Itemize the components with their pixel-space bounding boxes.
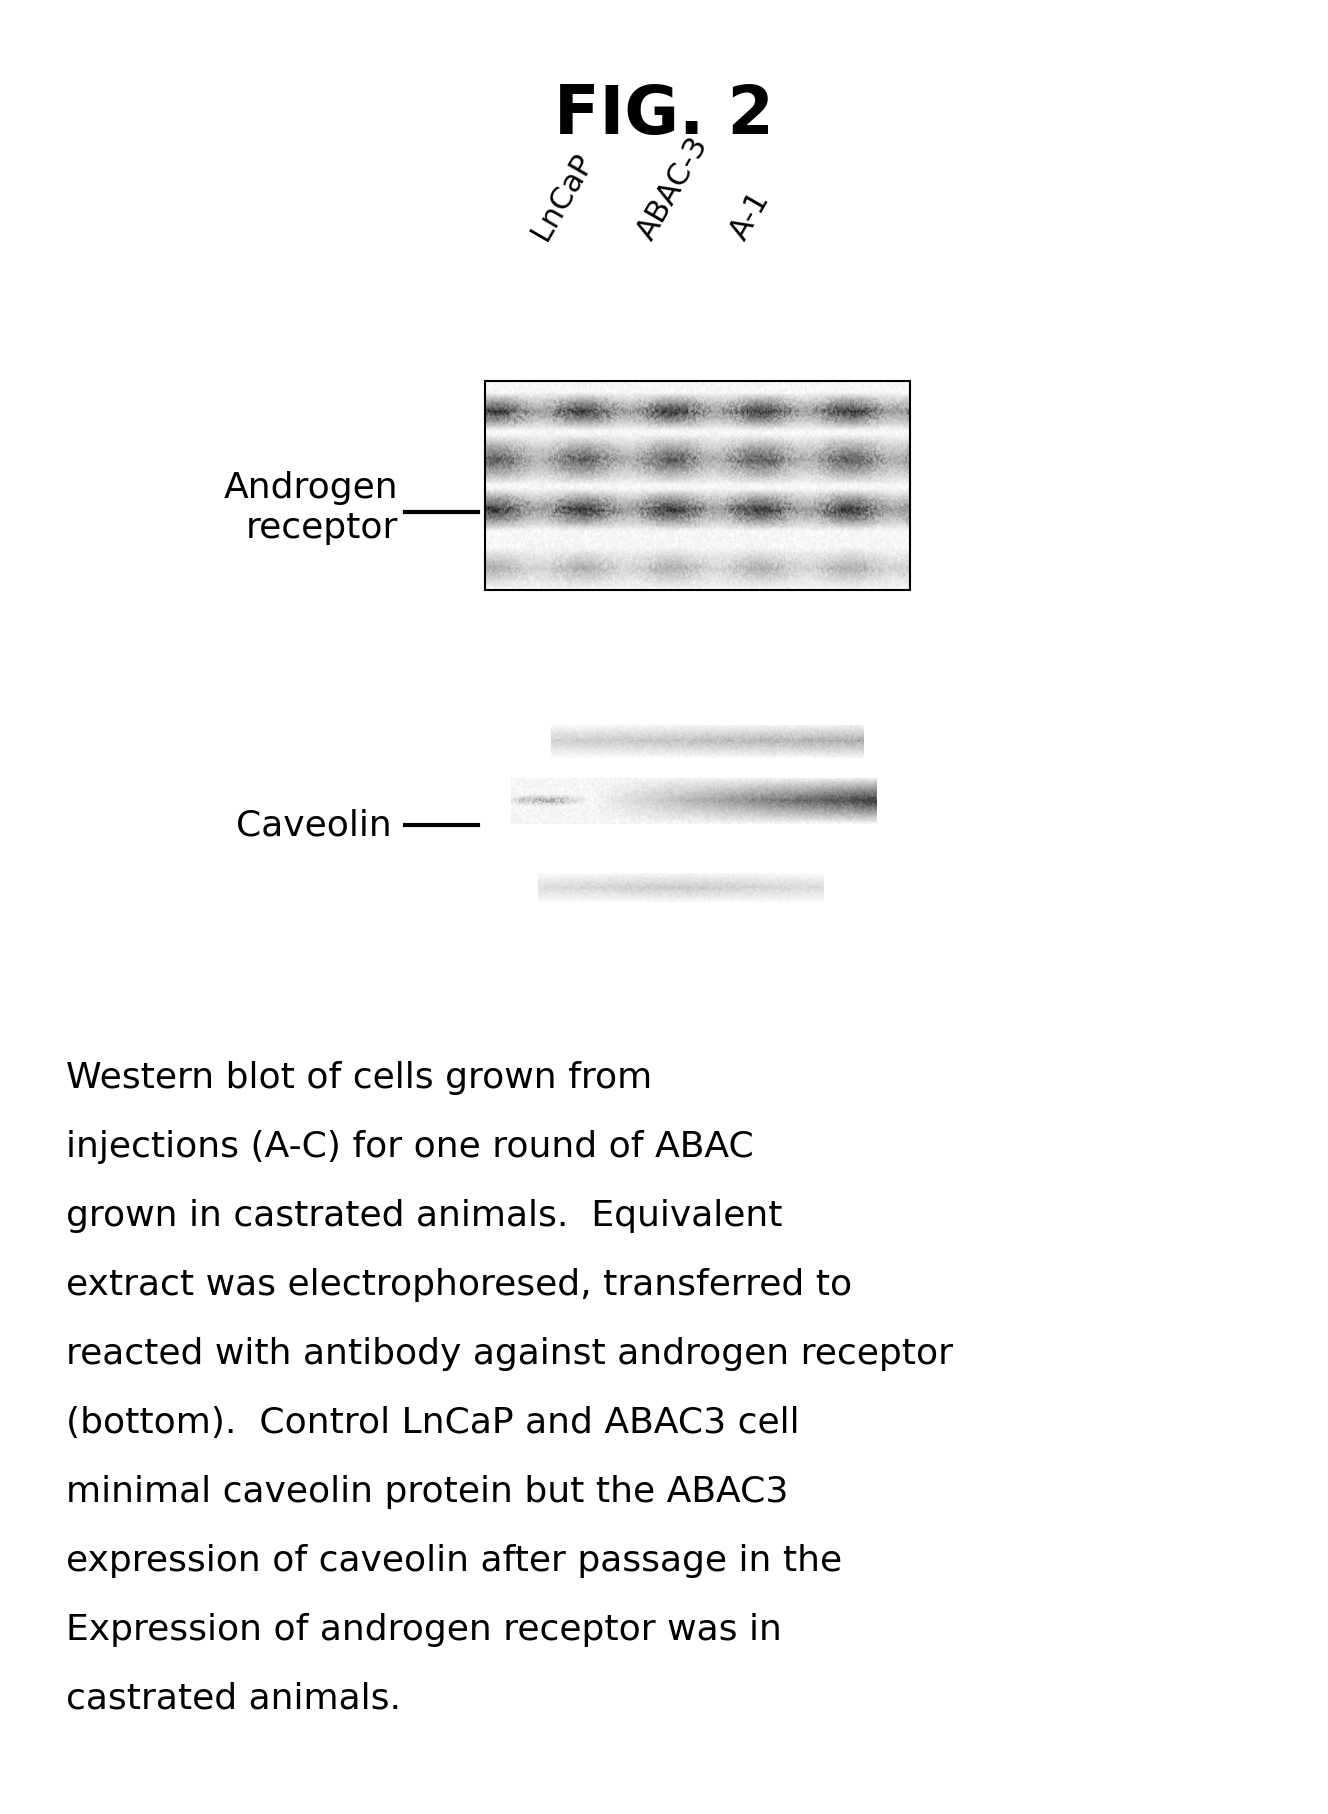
Bar: [485, 381, 910, 590]
Text: minimal caveolin protein but the ABAC3: minimal caveolin protein but the ABAC3: [66, 1475, 789, 1509]
Text: LnCaP: LnCaP: [526, 149, 599, 245]
Text: Expression of androgen receptor was in: Expression of androgen receptor was in: [66, 1613, 782, 1647]
Text: reacted with antibody against androgen receptor: reacted with antibody against androgen r…: [66, 1337, 954, 1371]
Text: FIG. 2: FIG. 2: [554, 82, 774, 147]
Text: grown in castrated animals.  Equivalent: grown in castrated animals. Equivalent: [66, 1199, 784, 1234]
Text: A-1: A-1: [725, 187, 776, 245]
Text: castrated animals.: castrated animals.: [66, 1682, 401, 1716]
Text: Caveolin: Caveolin: [236, 809, 392, 842]
Text: Androgen
receptor: Androgen receptor: [224, 472, 398, 544]
Text: Western blot of cells grown from: Western blot of cells grown from: [66, 1061, 652, 1096]
Text: injections (A-C) for one round of ABAC: injections (A-C) for one round of ABAC: [66, 1130, 754, 1165]
Text: (bottom).  Control LnCaP and ABAC3 cell: (bottom). Control LnCaP and ABAC3 cell: [66, 1406, 799, 1440]
Text: extract was electrophoresed, transferred to: extract was electrophoresed, transferred…: [66, 1268, 853, 1302]
Text: ABAC-3: ABAC-3: [632, 132, 714, 245]
Text: expression of caveolin after passage in the: expression of caveolin after passage in …: [66, 1544, 842, 1578]
